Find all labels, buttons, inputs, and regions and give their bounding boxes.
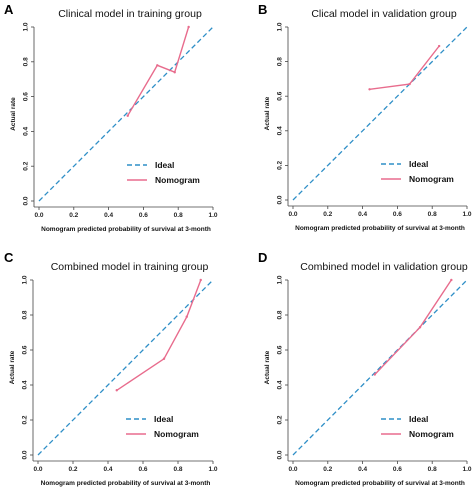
y-axis-label: Actual rate [10,97,17,131]
panel-d: D Combined model in validation group 0.0 0.… [258,250,472,487]
x-axis-label: Nomogram predicted probability of surviv… [41,480,211,487]
x-tick-label: 1.0 [208,212,217,219]
x-tick-label: 0.6 [393,466,402,473]
x-tick-label: 1.0 [208,466,217,473]
y-tick-label: 0.6 [277,345,284,354]
y-tick-label: 0.4 [23,127,30,136]
series-line-ideal [37,279,214,456]
y-tick-label: 0.0 [22,450,29,459]
x-tick-label: 0.2 [68,466,77,473]
y-tick-label: 0.2 [22,415,29,424]
legend-label-nomogram: Nomogram [154,429,199,439]
data-point [418,326,422,329]
legend-label-ideal: Ideal [409,414,428,424]
x-axis-label: Nomogram predicted probability of surviv… [41,226,211,233]
chart-title: Combined model in training group [51,261,209,273]
chart-title: Combined model in validation group [300,261,468,273]
series-line-nomogram [127,26,190,117]
x-tick-label: 0.0 [288,211,297,218]
x-tick-label: 0.2 [323,466,332,473]
x-tick-label: 0.8 [173,466,182,473]
x-axis-label: Nomogram predicted probability of surviv… [295,225,465,232]
y-tick-label: 0.0 [277,195,284,204]
data-point [162,357,166,360]
x-tick-label: 1.0 [462,466,471,473]
data-point [185,315,188,318]
legend-label-nomogram: Nomogram [155,175,200,185]
y-tick-label: 1.0 [23,22,30,31]
legend-label-ideal: Ideal [155,160,174,170]
panel-c: C Combined model in training group 0.0 0.2 0… [4,250,218,487]
y-axis-label: Actual rate [264,96,271,130]
x-tick-label: 0.2 [69,212,78,219]
x-tick-label: 0.0 [34,212,43,219]
y-tick-label: 0.8 [22,310,29,319]
data-point [437,44,441,48]
data-point [199,278,202,282]
y-tick-label: 0.2 [277,161,284,170]
y-axis-label: Actual rate [264,350,271,384]
x-tick-label: 0.8 [428,211,437,218]
data-point [173,71,176,74]
data-point [126,114,129,117]
panel-b: B Clical model in validation group 0.0 0.2 0… [258,2,472,232]
y-tick-label: 0.4 [22,380,29,389]
x-tick-label: 0.8 [174,212,183,219]
chart-title: Clical model in validation group [311,8,456,20]
data-point [450,278,453,282]
panel-letter: C [4,250,14,265]
panel-letter: A [4,2,14,17]
y-tick-label: 0.8 [23,57,30,66]
y-tick-label: 0.6 [22,345,29,354]
y-tick-label: 0.6 [277,91,284,100]
x-tick-label: 0.6 [138,466,147,473]
series-line-nomogram [369,45,440,90]
x-tick-label: 1.0 [462,211,471,218]
y-axis-label: Actual rate [9,350,16,384]
y-tick-label: 0.2 [23,161,30,170]
x-tick-label: 0.0 [288,466,297,473]
y-tick-label: 0.8 [277,310,284,319]
legend-label-ideal: Ideal [409,159,428,169]
y-tick-label: 0.0 [23,196,30,205]
x-tick-label: 0.4 [103,466,112,473]
series-line-ideal [292,279,468,456]
data-point [373,373,376,376]
legend-label-nomogram: Nomogram [409,429,454,439]
y-tick-label: 0.8 [277,57,284,66]
y-tick-label: 1.0 [277,275,284,284]
x-tick-label: 0.6 [139,212,148,219]
x-tick-label: 0.2 [323,211,332,218]
series-line-nomogram [116,279,202,391]
y-tick-label: 0.2 [277,415,284,424]
data-point [156,64,159,67]
data-point [368,88,371,91]
y-tick-label: 1.0 [22,275,29,284]
x-axis-label: Nomogram predicted probability of surviv… [295,480,465,487]
panel-letter: B [258,2,267,17]
x-tick-label: 0.4 [358,466,367,473]
y-tick-label: 0.0 [277,450,284,459]
y-tick-label: 0.6 [23,92,30,101]
series-line-ideal [38,26,214,202]
x-tick-label: 0.8 [428,466,437,473]
series-line-ideal [292,26,468,201]
x-tick-label: 0.4 [358,211,367,218]
x-tick-label: 0.6 [393,211,402,218]
x-tick-label: 0.4 [104,212,113,219]
legend-label-nomogram: Nomogram [409,174,454,184]
panel-a: A Clinical model in training group 0.0 0.2 0… [4,2,218,233]
y-tick-label: 1.0 [277,22,284,31]
chart-title: Clinical model in training group [58,8,202,20]
data-point [408,82,411,86]
y-tick-label: 0.4 [277,126,284,135]
data-point [115,389,118,392]
legend-label-ideal: Ideal [154,414,173,424]
y-tick-label: 0.4 [277,380,284,389]
panel-letter: D [258,250,267,265]
x-tick-label: 0.0 [33,466,42,473]
data-point [187,25,190,29]
